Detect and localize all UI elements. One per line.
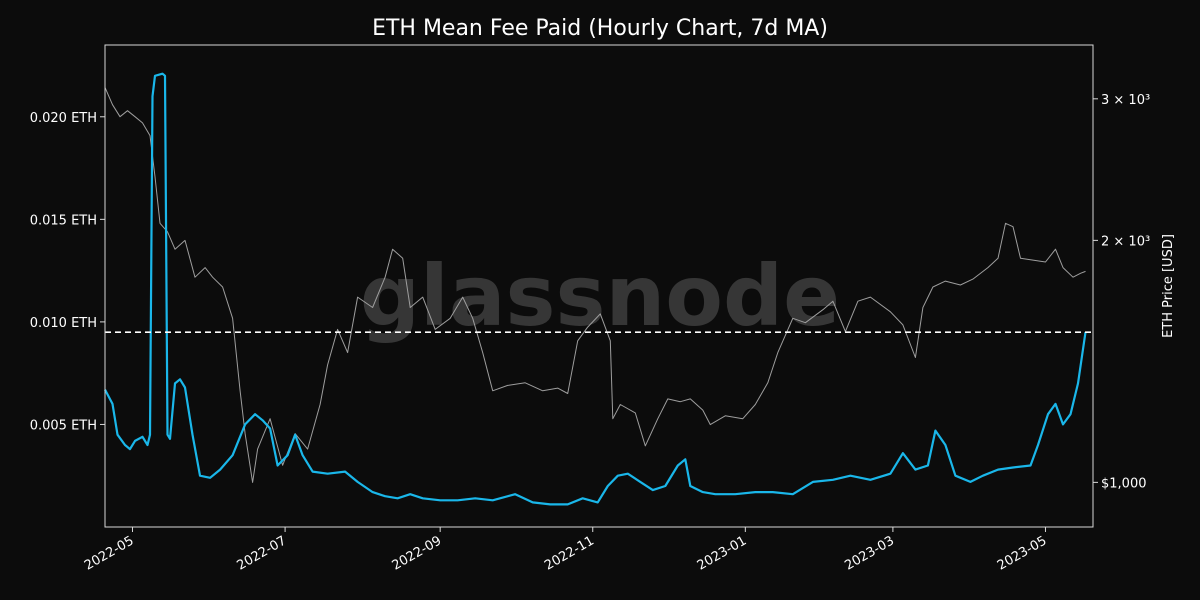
chart-title: ETH Mean Fee Paid (Hourly Chart, 7d MA): [372, 16, 828, 41]
plot-frame: [104, 44, 1094, 528]
y-right-tick-label: 3 × 10³: [1101, 93, 1150, 108]
y-left-tick-label: 0.005 ETH: [30, 418, 97, 433]
x-tick-label: 2022-11: [542, 533, 597, 573]
watermark-text: glassnode: [360, 247, 840, 345]
series-line-eth-price: [104, 87, 1086, 483]
x-tick-label: 2023-05: [995, 533, 1050, 573]
y-right-tick-label: 2 × 10³: [1101, 234, 1150, 249]
y-right-axis-label: ETH Price [USD]: [1161, 234, 1176, 338]
series-line-mean-fee: [104, 72, 1087, 506]
x-tick-label: 2022-09: [390, 533, 445, 573]
x-tick-label: 2022-07: [235, 533, 290, 573]
x-tick-label: 2023-01: [695, 533, 750, 573]
x-tick-label: 2022-05: [82, 533, 137, 573]
y-left-tick-label: 0.020 ETH: [30, 111, 97, 126]
y-right-tick-label: $1,000: [1101, 476, 1147, 491]
y-left-tick-label: 0.010 ETH: [30, 316, 97, 331]
y-left-tick-label: 0.015 ETH: [30, 213, 97, 228]
x-tick-label: 2023-03: [842, 533, 897, 573]
